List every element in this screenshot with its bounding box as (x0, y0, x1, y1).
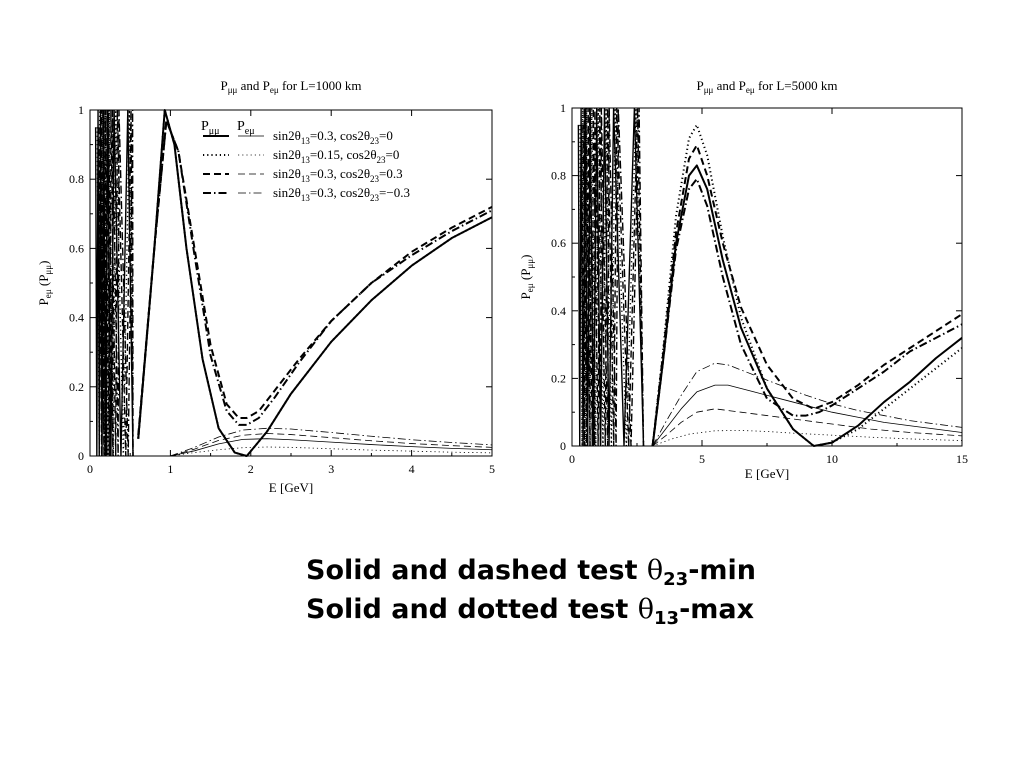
left-ytick-label: 0 (78, 449, 84, 463)
left-emu-curve-dashed (170, 433, 493, 457)
right-xtick-label: 10 (826, 452, 838, 466)
left-xtick-label: 4 (409, 462, 415, 476)
left-ytick-label: 0.6 (69, 241, 84, 255)
left-xtick-label: 2 (248, 462, 254, 476)
right-ytick-label: 0.4 (551, 304, 566, 318)
theta-subscript: 13 (654, 608, 680, 629)
left-ytick-label: 1 (78, 103, 84, 117)
theta-symbol: θ (637, 594, 654, 625)
caption-line-1-text: Solid and dashed test (306, 555, 647, 586)
left-mumu-curve-dashdot (137, 119, 493, 439)
legend-label: sin2θ13=0.3, cos2θ23=0 (273, 128, 393, 146)
right-ytick-label: 0.6 (551, 236, 566, 250)
left-title: Pμμ and Peμ for L=1000 km (220, 78, 361, 95)
right-emu-curve-dashed (652, 408, 963, 447)
right-curves (577, 107, 963, 447)
left-ytick-label: 0.8 (69, 172, 84, 186)
right-ytick-label: 0.8 (551, 169, 566, 183)
legend-row-dashdot: sin2θ13=0.3, cos2θ23=−0.3 (203, 185, 410, 203)
right-title: Pμμ and Peμ for L=5000 km (696, 78, 837, 95)
right-xtick-label: 5 (699, 452, 705, 466)
right-mumu-curve-dashed (651, 144, 963, 447)
right-axis-ticks: 0 5 10 15 0 0.2 0.4 0.6 0.8 1 (551, 101, 968, 466)
left-xtick-label: 1 (167, 462, 173, 476)
legend-row-dotted: sin2θ13=0.15, cos2θ23=0 (203, 147, 399, 165)
left-curves (94, 109, 493, 457)
left-ytick-label: 0.2 (69, 380, 84, 394)
right-ytick-label: 0.2 (551, 371, 566, 385)
left-axis-ticks: 0 1 2 3 4 5 0 0.2 0.4 0.6 0.8 1 (69, 103, 495, 476)
right-emu-curve-solid (652, 384, 963, 447)
left-emu-curve-solid (170, 438, 493, 457)
left-ytick-label: 0.4 (69, 311, 84, 325)
left-oscillation-solid (94, 109, 134, 457)
legend-row-dashed: sin2θ13=0.3, cos2θ23=0.3 (203, 166, 403, 184)
right-mumu-curve-solid (651, 164, 963, 447)
left-xtick-label: 3 (328, 462, 334, 476)
theta-symbol: θ (646, 555, 664, 586)
left-ylabel: Peμ (Pμμ) (36, 261, 53, 306)
caption-line-1-suffix: -min (688, 555, 757, 586)
right-mumu-curve-dotted (651, 123, 963, 447)
chart-right: Pμμ and Peμ for L=5000 km 0 5 10 1500.20.40… (518, 78, 968, 481)
caption-line-1: Solid and dashed test θ23-min (306, 555, 756, 590)
left-xlabel: E [GeV] (269, 480, 313, 495)
legend-label: sin2θ13=0.15, cos2θ23=0 (273, 147, 399, 165)
left-oscillation-dashed (98, 109, 134, 457)
chart-left: Pμμ and Peμ for L=1000 km 0 1 2 3 4 500.20.40… (36, 78, 495, 495)
right-oscillation-dashdot (582, 107, 645, 447)
caption-line-2-suffix: -max (679, 594, 755, 625)
right-oscillation-dashed (580, 107, 645, 447)
left-oscillation-dashdot (99, 109, 134, 457)
right-xtick-label: 15 (956, 452, 968, 466)
left-mumu-curve-dashed (137, 119, 493, 436)
right-mumu-curve-dashdot (651, 177, 963, 447)
left-emu-curve-dashdot (170, 427, 493, 457)
legend-label: sin2θ13=0.3, cos2θ23=−0.3 (273, 185, 410, 203)
right-ytick-label: 0 (560, 439, 566, 453)
right-ytick-label: 1 (560, 101, 566, 115)
figure-canvas: Pμμ and Peμ for L=1000 km 0 1 2 3 4 500.20.40… (36, 78, 968, 495)
right-emu-curve-dashdot (652, 362, 963, 447)
legend-header-pmumu: Pμμ (201, 119, 220, 137)
theta-subscript: 23 (663, 569, 689, 590)
left-xtick-label: 0 (87, 462, 93, 476)
legend-header-pemu: Peμ (237, 119, 255, 137)
legend-label: sin2θ13=0.3, cos2θ23=0.3 (273, 166, 403, 184)
left-legend: Pμμ Peμ sin2θ13=0.3, cos2θ23=0sin2θ13=0.… (201, 119, 410, 203)
left-xtick-label: 5 (489, 462, 495, 476)
caption-line-2-text: Solid and dotted test (306, 594, 638, 625)
legend-row-solid: sin2θ13=0.3, cos2θ23=0 (203, 128, 393, 146)
right-ylabel: Peμ (Pμμ) (518, 255, 535, 300)
right-xlabel: E [GeV] (745, 466, 789, 481)
caption-line-2: Solid and dotted test θ13-max (306, 594, 754, 629)
right-xtick-label: 0 (569, 452, 575, 466)
